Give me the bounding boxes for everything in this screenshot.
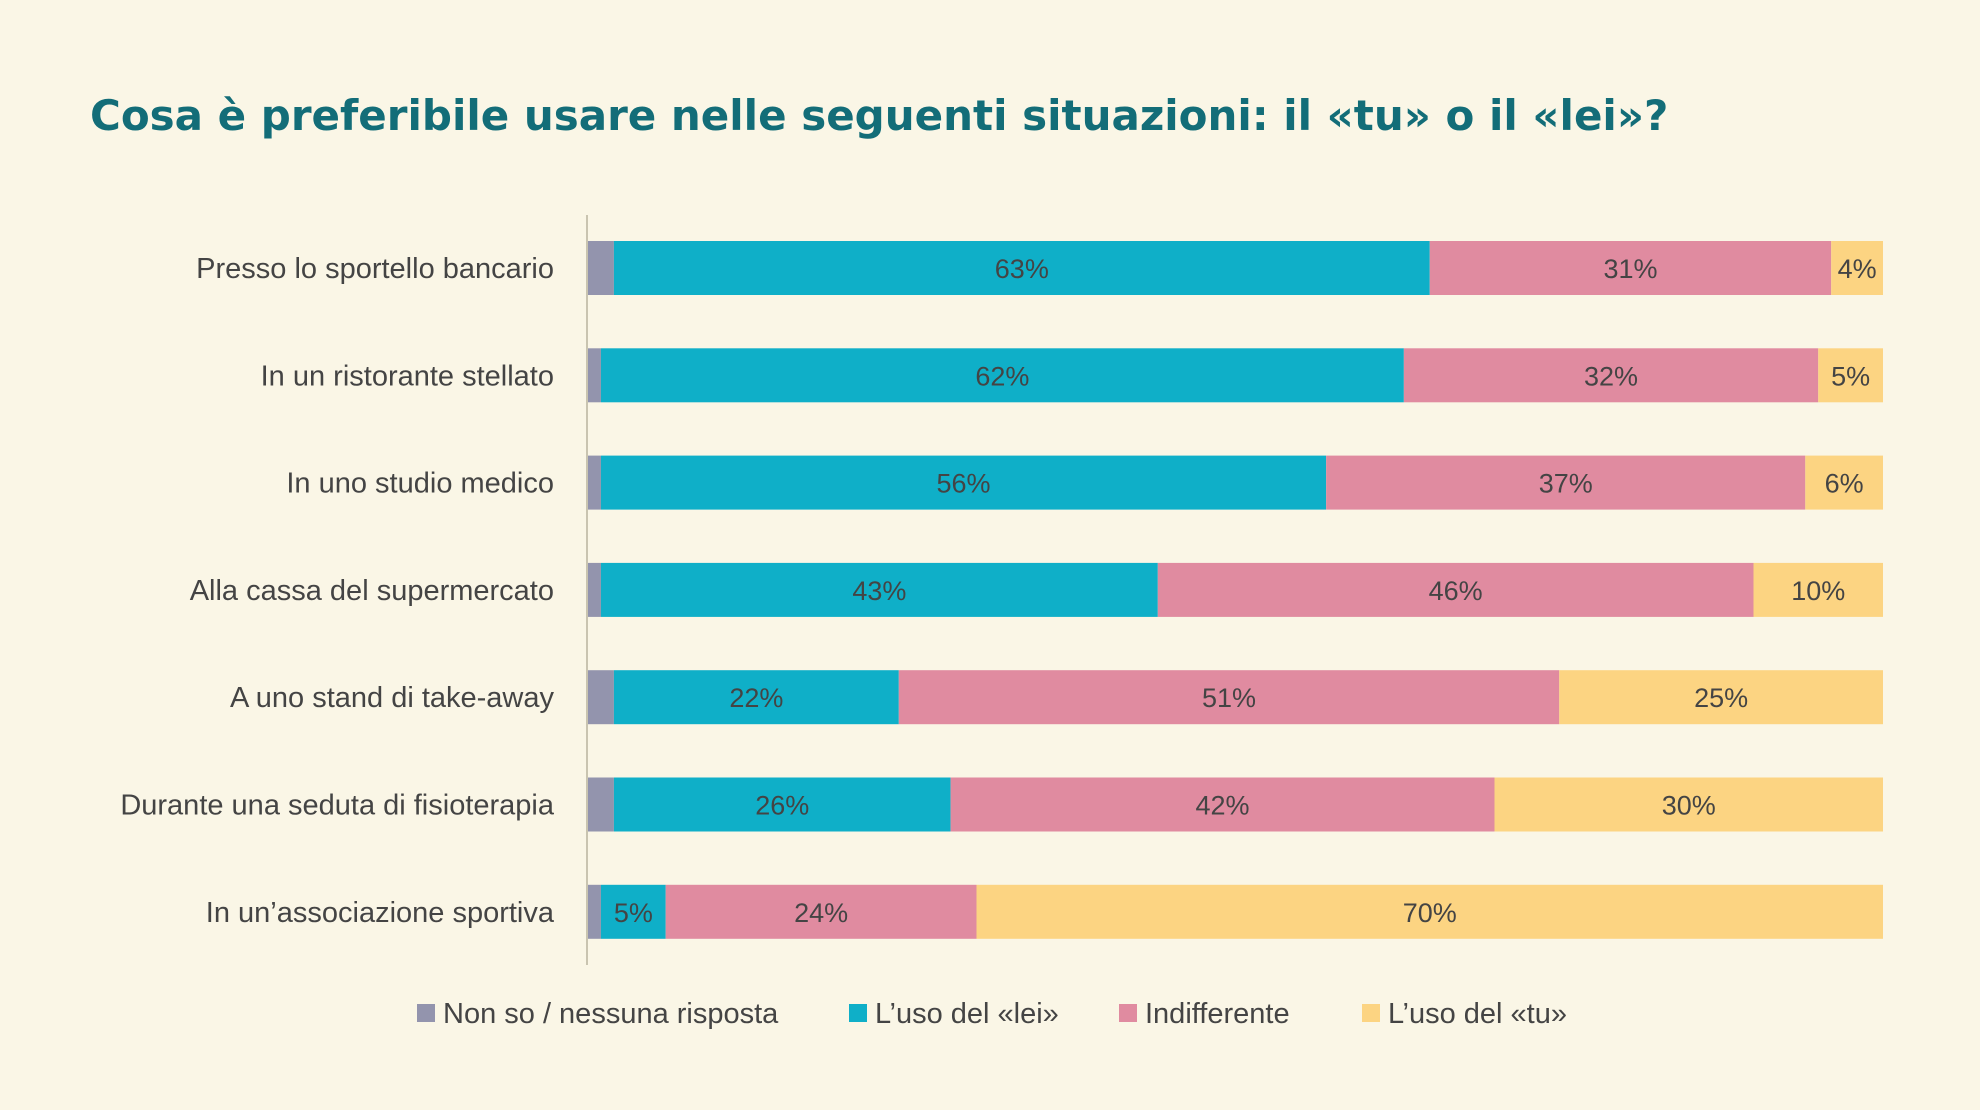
bar-segment [600, 562, 1158, 617]
bar-segment [950, 777, 1495, 832]
legend-swatch [1119, 1004, 1137, 1022]
data-label: 5% [1831, 361, 1870, 391]
bars-group: Presso lo sportello bancario 63% 31% 4% In u… [120, 241, 1883, 939]
category-label: Durante una seduta di fisioterapia [120, 790, 555, 822]
bar-segment [898, 670, 1560, 725]
data-label: 63% [995, 254, 1049, 284]
bar-segment [600, 455, 1327, 510]
bar-segment [1326, 455, 1806, 510]
legend-label: Indifferente [1145, 998, 1290, 1030]
bar-segment [613, 777, 951, 832]
category-label: In un’associazione sportiva [206, 897, 555, 929]
data-label: 51% [1202, 683, 1256, 713]
legend-label: L’uso del «tu» [1388, 998, 1567, 1030]
bar-segment [600, 348, 1404, 403]
legend-swatch [849, 1004, 867, 1022]
bar-segment [588, 241, 614, 295]
legend-swatch [1362, 1004, 1380, 1022]
bar-segment [1157, 562, 1754, 617]
data-label: 10% [1791, 576, 1845, 606]
bar-segment [588, 670, 614, 725]
data-label: 70% [1403, 898, 1457, 928]
legend-label: L’uso del «lei» [875, 998, 1059, 1030]
bar-segment [1429, 241, 1832, 295]
bar-segment [1818, 348, 1883, 403]
bar-segment [600, 884, 666, 939]
bar-segment [1831, 241, 1883, 295]
bar-segment [665, 884, 977, 939]
category-label: Presso lo sportello bancario [196, 253, 554, 285]
data-label: 42% [1196, 791, 1250, 821]
data-label: 22% [729, 683, 783, 713]
data-label: 56% [937, 469, 991, 499]
data-label: 25% [1694, 683, 1748, 713]
data-label: 43% [852, 576, 906, 606]
data-label: 30% [1662, 791, 1716, 821]
legend-swatch [417, 1004, 435, 1022]
bar-segment [976, 884, 1883, 939]
legend-label: Non so / nessuna risposta [443, 998, 779, 1030]
category-label: In uno studio medico [286, 468, 554, 500]
data-label: 37% [1539, 469, 1593, 499]
bar-segment [613, 670, 899, 725]
bar-segment [1559, 670, 1883, 725]
bar-segment [588, 777, 614, 832]
bar-segment [613, 241, 1430, 295]
bar-segment [588, 348, 601, 403]
bar-segment [1753, 562, 1883, 617]
data-label: 31% [1603, 254, 1657, 284]
data-label: 32% [1584, 361, 1638, 391]
data-label: 6% [1825, 469, 1864, 499]
bar-segment [1403, 348, 1819, 403]
data-label: 26% [755, 791, 809, 821]
bar-segment [588, 455, 601, 510]
data-label: 4% [1838, 254, 1877, 284]
legend: Non so / nessuna risposta L’uso del «lei»… [417, 998, 1567, 1030]
chart-title: Cosa è preferibile usare nelle seguenti … [90, 91, 1668, 140]
category-label: A uno stand di take-away [230, 682, 555, 714]
bar-segment [1805, 455, 1883, 510]
data-label: 5% [614, 898, 653, 928]
bar-segment [1494, 777, 1883, 832]
data-label: 24% [794, 898, 848, 928]
category-label: In un ristorante stellato [261, 360, 554, 392]
category-label: Alla cassa del supermercato [190, 575, 554, 607]
bar-segment [588, 884, 601, 939]
data-label: 62% [975, 361, 1029, 391]
bar-segment [588, 562, 601, 617]
data-label: 46% [1429, 576, 1483, 606]
